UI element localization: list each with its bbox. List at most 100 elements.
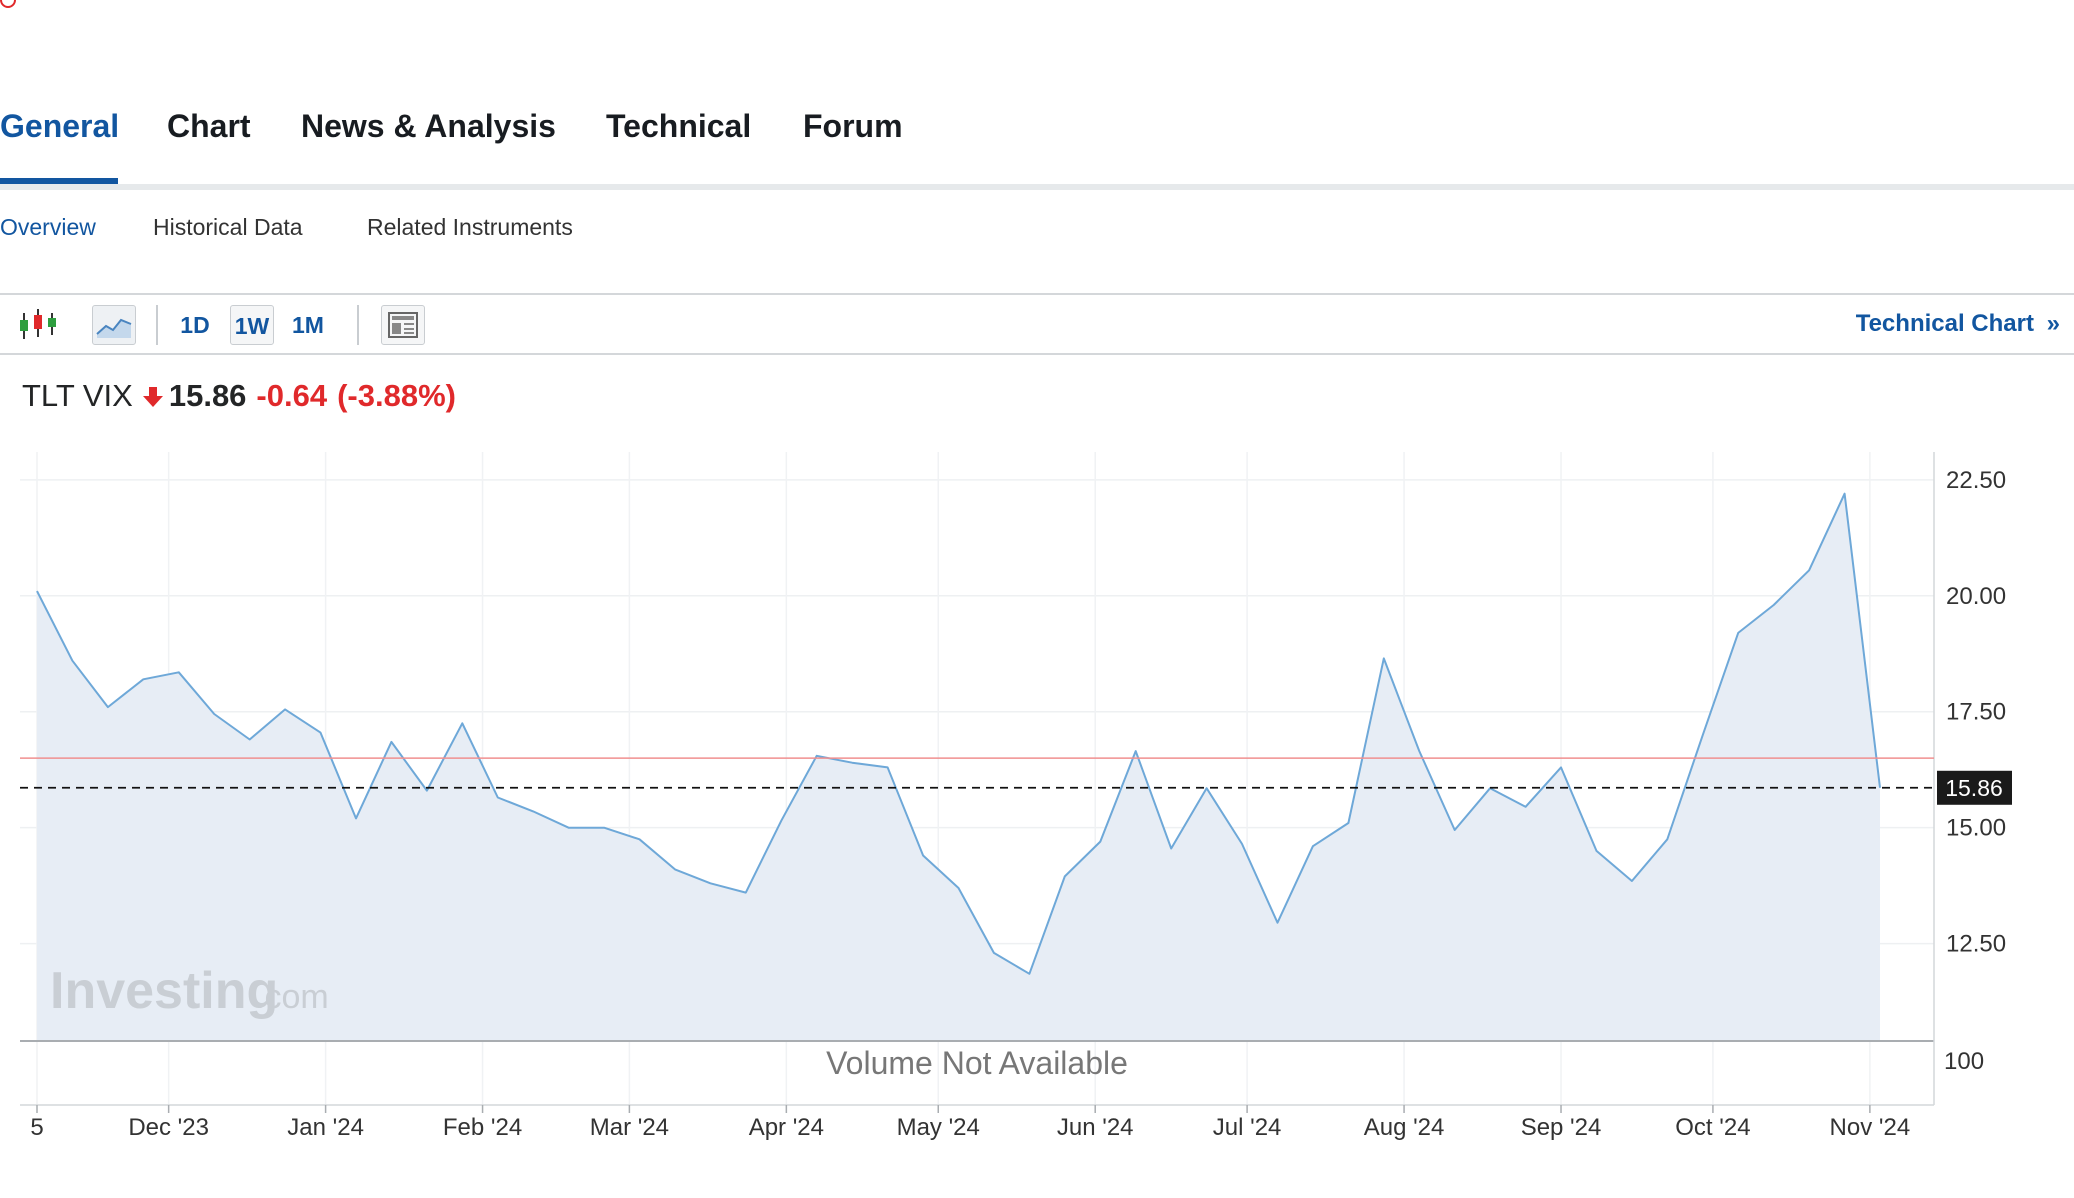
data-point	[849, 760, 855, 766]
subtab-related-instruments[interactable]: Related Instruments	[367, 214, 573, 240]
data-point	[778, 818, 784, 824]
price-change: -0.64	[256, 378, 328, 413]
data-point	[353, 815, 359, 821]
tab-chart[interactable]: Chart	[167, 108, 251, 144]
data-point	[495, 795, 501, 801]
data-point	[956, 885, 962, 891]
x-tick-label: Jan '24	[287, 1114, 364, 1141]
data-point	[991, 950, 997, 956]
main-tabs: General Chart News & Analysis Technical …	[0, 108, 2074, 190]
chart-area-layer	[36, 492, 1881, 1041]
current-price-tag-label: 15.86	[1945, 775, 2003, 801]
x-tick-label: Aug '24	[1364, 1114, 1445, 1141]
data-point	[1593, 848, 1599, 854]
price-chart[interactable]: Investing .com 22.50 20.00 17.50 15.00 12.50…	[0, 440, 2074, 1160]
data-point	[1133, 748, 1139, 754]
x-tick-label: Jul '24	[1213, 1114, 1282, 1141]
data-point	[1629, 878, 1635, 884]
last-price: 15.86	[168, 378, 247, 413]
data-point	[34, 588, 40, 594]
volume-not-available-text: Volume Not Available	[826, 1045, 1128, 1081]
data-point	[637, 836, 643, 842]
area-chart-icon[interactable]	[92, 305, 136, 345]
tab-forum[interactable]: Forum	[803, 108, 903, 144]
data-point	[105, 704, 111, 710]
x-tick-label: Jun '24	[1057, 1114, 1134, 1141]
data-point	[1416, 748, 1422, 754]
y-tick-label: 12.50	[1946, 931, 2006, 958]
data-point	[1026, 971, 1032, 977]
x-axis: 5 Dec '23 Jan '24 Feb '24 Mar '24 Apr '24 May …	[30, 1105, 1910, 1141]
data-point	[318, 730, 324, 736]
y-axis: 22.50 20.00 17.50 15.00 12.50 15.86	[1937, 467, 2012, 958]
data-point	[1664, 836, 1670, 842]
data-point	[69, 658, 75, 664]
sub-tabs: Overview Historical Data Related Instrum…	[0, 214, 800, 250]
subtab-historical-data[interactable]: Historical Data	[153, 214, 303, 240]
data-point	[1523, 804, 1529, 810]
data-point	[247, 737, 253, 743]
data-point	[1806, 567, 1812, 573]
data-point	[1381, 655, 1387, 661]
x-tick-label: Apr '24	[749, 1114, 824, 1141]
x-tick-label: Sep '24	[1521, 1114, 1602, 1141]
technical-chart-link[interactable]: Technical Chart »	[1856, 295, 2060, 353]
x-tick-label: Nov '24	[1830, 1114, 1911, 1141]
data-point	[1700, 732, 1706, 738]
x-tick-label: Oct '24	[1675, 1114, 1750, 1141]
data-point	[388, 739, 394, 745]
x-tick-label: 5	[30, 1114, 43, 1141]
x-tick-label: May '24	[897, 1114, 980, 1141]
technical-chart-label: Technical Chart	[1855, 310, 2034, 337]
x-tick-label: Feb '24	[443, 1114, 522, 1141]
investing-watermark-suffix: .com	[255, 978, 329, 1016]
period-1m-button[interactable]: 1M	[292, 312, 324, 338]
y-tick-label: 17.50	[1946, 699, 2006, 726]
data-point	[672, 866, 678, 872]
down-arrow-icon	[142, 380, 163, 416]
data-point	[1274, 920, 1280, 926]
candlestick-icon[interactable]	[18, 305, 60, 345]
instrument-symbol: TLT VIX	[22, 378, 133, 413]
tab-technical[interactable]: Technical	[606, 108, 752, 144]
data-point	[176, 669, 182, 675]
data-point	[1062, 873, 1068, 879]
data-point	[1735, 630, 1741, 636]
market-status-strip	[0, 0, 2074, 8]
subtab-overview[interactable]: Overview	[0, 214, 96, 240]
current-price-tag	[1937, 770, 2012, 805]
chart-toolbar: 1D 1W 1M Technical Chart »	[0, 293, 2074, 355]
data-point	[707, 880, 713, 886]
data-point	[566, 825, 572, 831]
chart-reference-lines	[20, 452, 1935, 1106]
investing-watermark: Investing	[50, 962, 278, 1020]
data-point	[1842, 491, 1848, 497]
y-tick-label: 20.00	[1946, 583, 2006, 610]
data-point	[459, 720, 465, 726]
y-tick-label: 15.00	[1946, 815, 2006, 842]
data-point	[1310, 843, 1316, 849]
x-tick-label: Dec '23	[128, 1114, 209, 1141]
layout-icon[interactable]	[381, 305, 425, 345]
tab-general[interactable]: General	[0, 108, 120, 144]
y-tick-label: 22.50	[1946, 467, 2006, 494]
data-point	[282, 706, 288, 712]
tab-news-analysis[interactable]: News & Analysis	[301, 108, 556, 144]
data-point	[1452, 827, 1458, 833]
price-line	[36, 492, 1881, 975]
double-chevron-right-icon: »	[2046, 310, 2060, 337]
x-tick-label: Mar '24	[590, 1114, 669, 1141]
data-point	[743, 890, 749, 896]
period-1d-button[interactable]: 1D	[180, 312, 210, 338]
data-point	[1097, 839, 1103, 845]
volume-axis-label: 100	[1944, 1048, 1984, 1075]
period-1w-button[interactable]: 1W	[230, 305, 274, 345]
data-point	[1168, 846, 1174, 852]
data-point	[530, 808, 536, 814]
price-change-percent: (-3.88%)	[337, 378, 456, 413]
data-point	[1771, 602, 1777, 608]
data-point	[885, 764, 891, 770]
price-area-fill	[37, 493, 1880, 1041]
data-point	[140, 676, 146, 682]
toolbar-divider	[357, 305, 359, 345]
